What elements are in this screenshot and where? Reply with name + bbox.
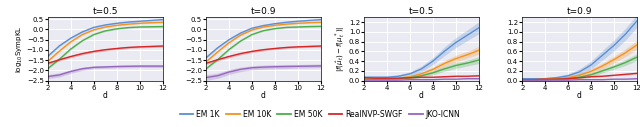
X-axis label: d: d [577,91,582,100]
Title: t=0.9: t=0.9 [567,7,592,16]
Y-axis label: $\log_{10}\!\mathrm{SympKL}$: $\log_{10}\!\mathrm{SympKL}$ [15,25,26,73]
Legend: EM 1K, EM 10K, EM 50K, RealNVP-SWGF, JKO-ICNN: EM 1K, EM 10K, EM 50K, RealNVP-SWGF, JKO… [177,107,463,122]
X-axis label: d: d [419,91,424,100]
X-axis label: d: d [261,91,266,100]
Title: t=0.5: t=0.5 [409,7,434,16]
X-axis label: d: d [103,91,108,100]
Title: t=0.5: t=0.5 [93,7,118,16]
Y-axis label: $|f(\hat{\mu}_t) - f(\mu_t^*)|$: $|f(\hat{\mu}_t) - f(\mu_t^*)|$ [334,26,348,72]
Title: t=0.9: t=0.9 [251,7,276,16]
